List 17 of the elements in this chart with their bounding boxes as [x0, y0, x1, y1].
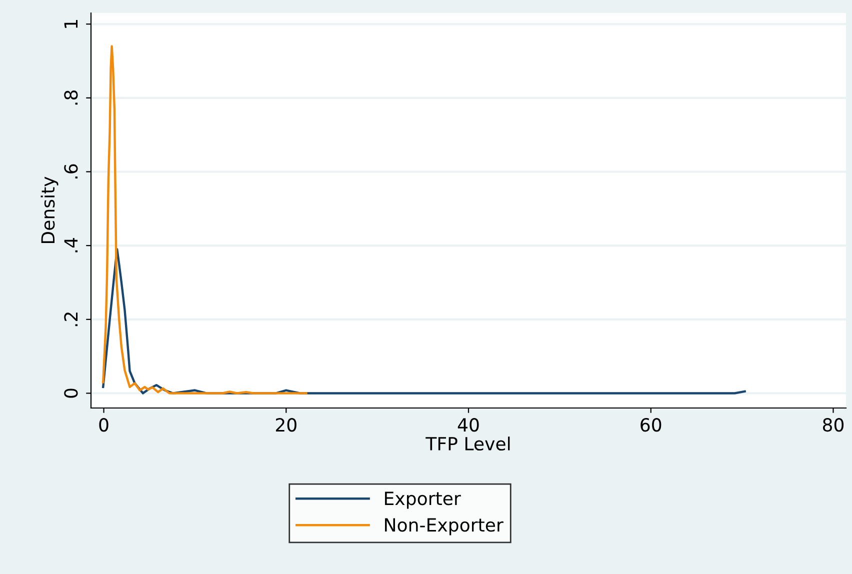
y-tick-label: .6	[64, 164, 78, 178]
y-tick-label: .8	[64, 90, 78, 105]
x-tick-label: 60	[640, 418, 662, 432]
legend-label: Non-Exporter	[385, 518, 504, 536]
line-series	[102, 248, 746, 394]
x-tick-label: 40	[458, 418, 479, 432]
y-axis-title: Density	[40, 176, 58, 244]
y-tick-label: 1	[64, 20, 78, 28]
x-tick-label: 80	[822, 418, 844, 432]
y-tick-label: .2	[64, 312, 78, 326]
y-tick-label: 0	[64, 388, 78, 398]
line-series	[102, 45, 308, 394]
x-tick-label: 0	[99, 418, 108, 432]
y-tick-label: .4	[64, 238, 78, 252]
x-tick-label: 20	[276, 418, 296, 432]
legend-label: Exporter	[385, 492, 461, 509]
x-axis-title: TFP Level	[426, 436, 510, 451]
